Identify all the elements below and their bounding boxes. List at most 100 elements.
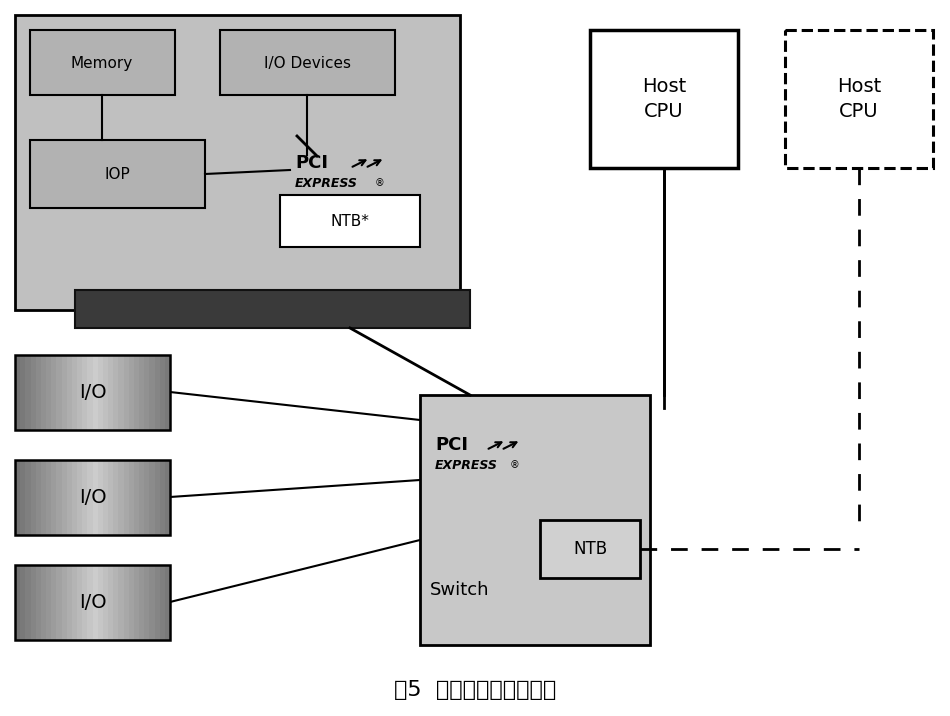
Text: Switch: Switch	[430, 581, 490, 599]
Bar	[785, 30, 933, 168]
Bar	[124, 460, 129, 535]
Bar	[36, 565, 42, 640]
Bar	[56, 460, 62, 535]
Bar	[51, 460, 57, 535]
Bar	[280, 195, 420, 247]
Bar	[41, 460, 47, 535]
Bar	[98, 565, 104, 640]
Bar	[20, 565, 26, 640]
Bar	[103, 355, 108, 430]
Text: Memory: Memory	[71, 56, 133, 70]
Bar	[66, 355, 72, 430]
Bar	[15, 565, 170, 640]
Bar	[15, 460, 21, 535]
Bar	[62, 460, 67, 535]
Bar	[56, 355, 62, 430]
Text: NTB*: NTB*	[331, 213, 370, 228]
Bar	[62, 565, 67, 640]
Bar	[590, 30, 738, 168]
Bar	[128, 355, 134, 430]
Bar	[87, 460, 93, 535]
Bar	[108, 355, 114, 430]
Text: Host
CPU: Host CPU	[642, 77, 686, 121]
Bar	[220, 30, 395, 95]
Text: IOP: IOP	[104, 167, 130, 181]
Bar	[103, 460, 108, 535]
Bar	[87, 565, 93, 640]
Text: I/O: I/O	[79, 488, 106, 507]
Text: NTB: NTB	[573, 540, 607, 558]
Text: EXPRESS: EXPRESS	[435, 458, 498, 472]
Bar	[15, 460, 170, 535]
Bar	[119, 565, 124, 640]
Bar	[20, 355, 26, 430]
Bar	[75, 290, 470, 328]
Bar	[30, 565, 36, 640]
Bar	[124, 565, 129, 640]
Bar	[92, 355, 98, 430]
Bar	[30, 460, 36, 535]
Bar	[155, 355, 161, 430]
Bar	[420, 395, 650, 645]
Bar	[144, 460, 150, 535]
Bar	[149, 460, 155, 535]
Bar	[72, 355, 78, 430]
Text: Host
CPU: Host CPU	[837, 77, 882, 121]
Text: EXPRESS: EXPRESS	[295, 177, 358, 190]
Bar	[30, 355, 36, 430]
Bar	[26, 460, 31, 535]
Bar	[540, 520, 640, 578]
Bar	[144, 565, 150, 640]
Bar	[149, 565, 155, 640]
Text: PCI: PCI	[435, 436, 468, 454]
Bar	[46, 355, 51, 430]
Bar	[82, 565, 87, 640]
Bar	[160, 460, 165, 535]
Bar	[72, 460, 78, 535]
Bar	[36, 460, 42, 535]
Bar	[139, 565, 144, 640]
Bar	[56, 565, 62, 640]
Bar	[46, 565, 51, 640]
Bar	[82, 355, 87, 430]
Text: I/O: I/O	[79, 383, 106, 402]
Text: I/O Devices: I/O Devices	[263, 56, 351, 70]
Text: 图5  非透明桥双主机结构: 图5 非透明桥双主机结构	[394, 680, 556, 700]
Bar	[72, 565, 78, 640]
Text: I/O: I/O	[79, 593, 106, 612]
Bar	[77, 460, 83, 535]
Bar	[51, 565, 57, 640]
Bar	[98, 355, 104, 430]
Bar	[30, 140, 205, 208]
Bar	[15, 565, 21, 640]
Bar	[113, 460, 119, 535]
Bar	[155, 565, 161, 640]
Bar	[92, 565, 98, 640]
Bar	[41, 355, 47, 430]
Bar	[26, 355, 31, 430]
Bar	[108, 460, 114, 535]
Bar	[144, 355, 150, 430]
Bar	[134, 460, 140, 535]
Bar	[103, 565, 108, 640]
Bar	[113, 355, 119, 430]
Bar	[30, 30, 175, 95]
Bar	[66, 565, 72, 640]
Text: ®: ®	[510, 460, 520, 470]
Bar	[77, 355, 83, 430]
Bar	[82, 460, 87, 535]
Bar	[66, 460, 72, 535]
Bar	[134, 355, 140, 430]
Bar	[128, 565, 134, 640]
Bar	[77, 565, 83, 640]
Bar	[165, 460, 170, 535]
Bar	[160, 565, 165, 640]
Bar	[15, 15, 460, 310]
Bar	[62, 355, 67, 430]
Bar	[149, 355, 155, 430]
Bar	[20, 460, 26, 535]
Bar	[165, 355, 170, 430]
Bar	[119, 460, 124, 535]
Bar	[36, 355, 42, 430]
Bar	[113, 565, 119, 640]
